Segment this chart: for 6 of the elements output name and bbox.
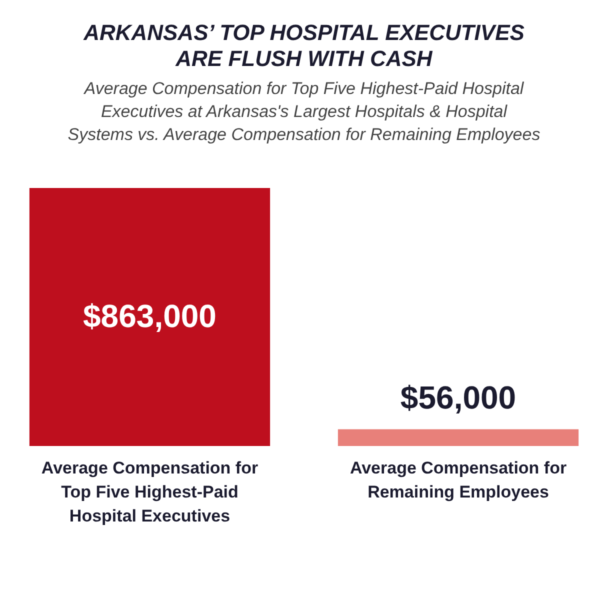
chart-title: ARKANSAS’ TOP HOSPITAL EXECUTIVES ARE FLUSH WITH CASH [82,20,525,71]
x-tick-label: Average Compensation for Remaining Employees [350,458,567,502]
chart-subtitle: Average Compensation for Top Five Highest-Paid Hospital Executives at Arkansas's Largest Hospitals & Hospital Systems vs. Average Compensation for Remaining Employees [68,79,541,144]
x-tick-label: Average Compensation for Top Five Highest-Paid Hospital Executives [41,458,258,526]
data-label: $863,000 [83,298,216,334]
data-label: $56,000 [400,379,516,416]
